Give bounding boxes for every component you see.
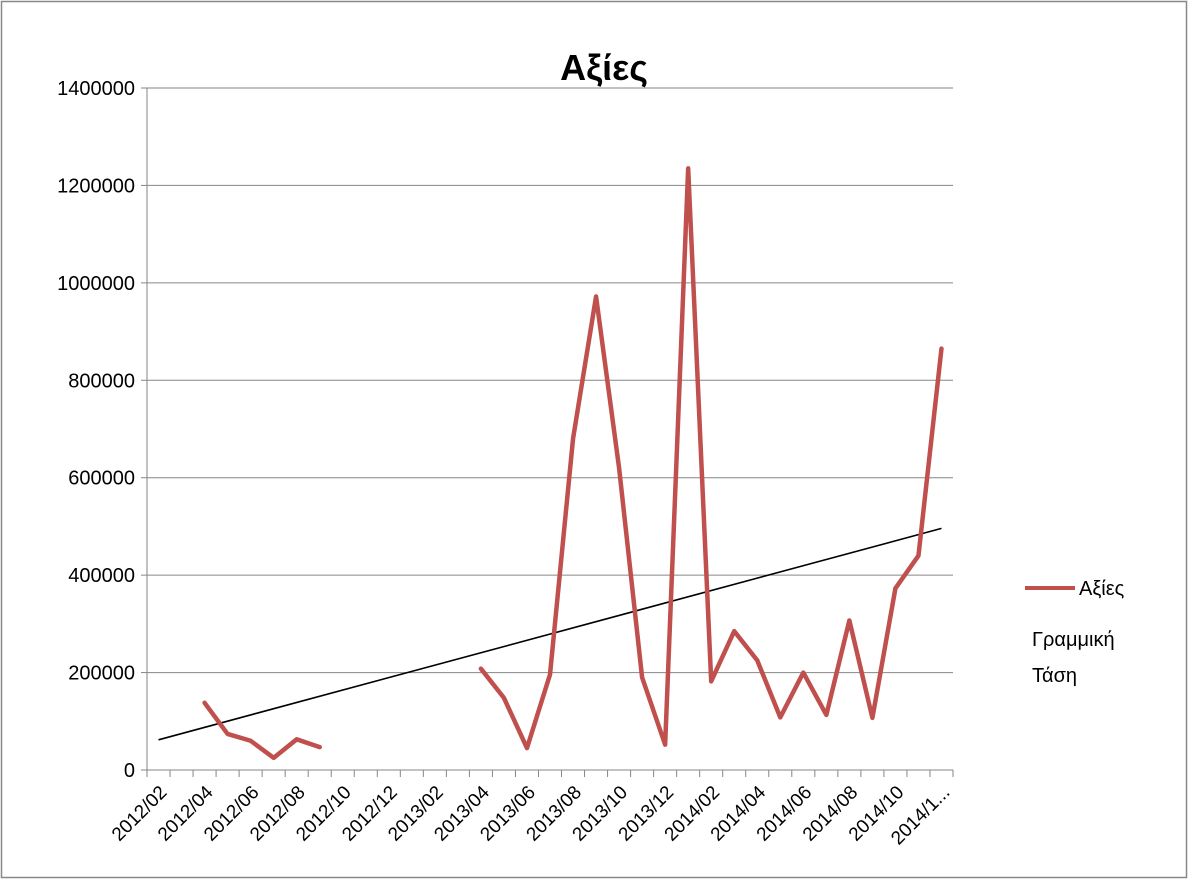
- y-tick-label: 1000000: [57, 273, 135, 295]
- legend-label-trend-line1: Γραμμική: [1032, 629, 1115, 651]
- y-tick-label: 600000: [68, 468, 135, 490]
- y-tick-label: 800000: [68, 370, 135, 392]
- chart-title: Αξίες: [560, 47, 648, 88]
- y-tick-label: 1400000: [57, 78, 135, 100]
- y-tick-label: 0: [124, 760, 135, 782]
- legend-label-values: Αξίες: [1079, 578, 1125, 600]
- y-tick-label: 1200000: [57, 175, 135, 197]
- y-tick-label: 200000: [68, 663, 135, 685]
- legend-label-trend-line2: Τάση: [1032, 665, 1077, 687]
- y-tick-label: 400000: [68, 565, 135, 587]
